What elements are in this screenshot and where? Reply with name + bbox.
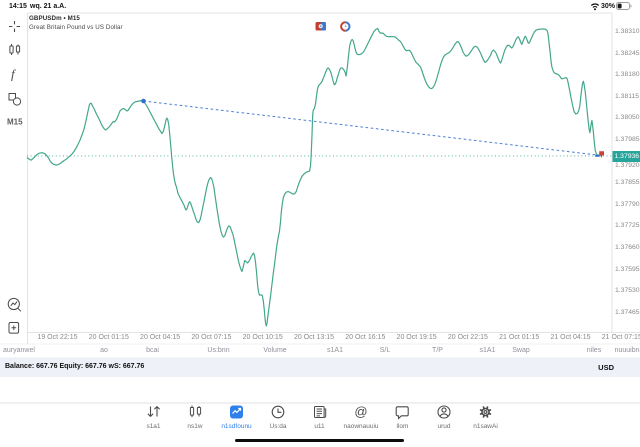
svg-text:f: f bbox=[11, 67, 17, 82]
svg-text:@: @ bbox=[354, 404, 367, 419]
svg-text:M15: M15 bbox=[7, 118, 23, 127]
